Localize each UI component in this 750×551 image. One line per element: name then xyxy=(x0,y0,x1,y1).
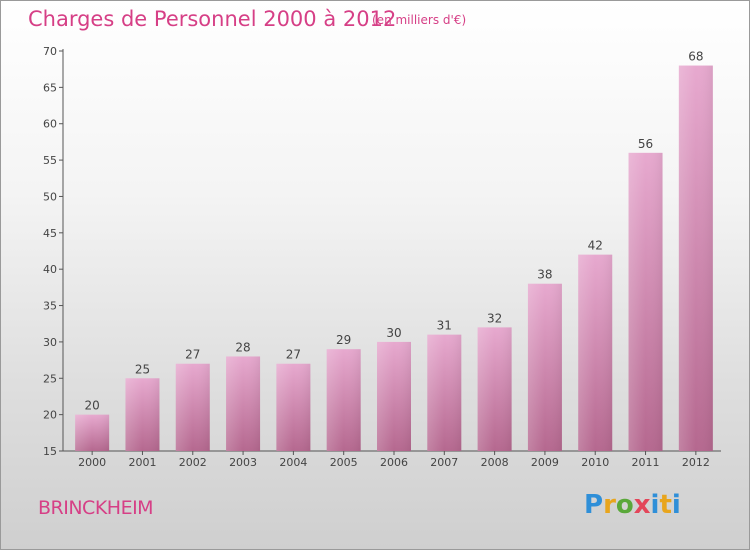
commune-name: BRINCKHEIM xyxy=(38,497,154,519)
y-tick-label: 60 xyxy=(43,118,57,131)
bar-shine xyxy=(276,363,311,451)
data-label: 32 xyxy=(487,311,502,325)
x-tick-label: 2002 xyxy=(179,456,207,469)
x-tick-label: 2008 xyxy=(481,456,509,469)
bars-group: 20 25 27 28 27 29 30 31 32 38 42 56 68 xyxy=(75,50,713,451)
x-tick-label: 2005 xyxy=(330,456,358,469)
x-tick-label: 2009 xyxy=(531,456,559,469)
y-tick-label: 35 xyxy=(43,300,57,313)
bar-shine xyxy=(125,378,160,451)
brand-letter: t xyxy=(659,490,672,520)
brand-letter: i xyxy=(671,490,681,520)
x-tick-label: 2003 xyxy=(229,456,257,469)
data-label: 27 xyxy=(185,348,200,362)
y-tick-label: 30 xyxy=(43,336,57,349)
bar-shine xyxy=(377,341,411,451)
x-tick-label: 2012 xyxy=(682,456,710,469)
bar-shine xyxy=(678,65,713,451)
x-tick-label: 2001 xyxy=(128,456,156,469)
y-tick-label: 65 xyxy=(43,81,57,94)
data-label: 56 xyxy=(638,137,653,151)
y-tick-label: 70 xyxy=(43,45,57,58)
data-label: 28 xyxy=(235,340,250,354)
x-tick-label: 2004 xyxy=(279,456,307,469)
data-label: 42 xyxy=(588,239,603,253)
brand-letter: P xyxy=(584,490,604,520)
bar-shine xyxy=(628,152,663,451)
x-tick-label: 2010 xyxy=(581,456,609,469)
y-tick-label: 15 xyxy=(43,445,57,458)
data-label: 29 xyxy=(336,333,351,347)
axes: 15 20 25 30 35 40 45 50 55 60 65 70 2000 2001 2002 2003… xyxy=(43,45,721,469)
brand-letter: o xyxy=(615,490,634,520)
y-tick-label: 20 xyxy=(43,409,57,422)
chart-title: Charges de Personnel 2000 à 2012 xyxy=(28,7,397,31)
data-label: 31 xyxy=(437,319,452,333)
brand-logo: Proxiti xyxy=(584,490,681,520)
brand-letter: r xyxy=(603,490,616,520)
bar-shine xyxy=(75,414,110,451)
data-label: 30 xyxy=(386,326,401,340)
bar-shine xyxy=(175,363,210,451)
data-label: 25 xyxy=(135,362,150,376)
y-tick-label: 50 xyxy=(43,190,57,203)
chart-subtitle: (en milliers d'€) xyxy=(372,13,467,27)
x-tick-label: 2007 xyxy=(430,456,458,469)
y-tick-label: 25 xyxy=(43,372,57,385)
y-tick-label: 40 xyxy=(43,263,57,276)
bar-shine xyxy=(578,254,613,451)
y-tick-label: 55 xyxy=(43,154,57,167)
data-label: 20 xyxy=(85,399,100,413)
bar-shine xyxy=(427,334,462,451)
data-label: 68 xyxy=(688,50,703,64)
bar-shine xyxy=(326,349,361,451)
brand-letter: x xyxy=(633,490,651,520)
data-label: 38 xyxy=(537,268,552,282)
x-tick-label: 2000 xyxy=(78,456,106,469)
x-tick-label: 2011 xyxy=(632,456,660,469)
y-tick-label: 45 xyxy=(43,227,57,240)
brand-letter: i xyxy=(650,490,660,520)
data-label: 27 xyxy=(286,348,301,362)
bar-shine xyxy=(226,356,261,451)
bar-shine xyxy=(527,283,562,451)
bar-shine xyxy=(477,327,512,451)
x-tick-label: 2006 xyxy=(380,456,408,469)
